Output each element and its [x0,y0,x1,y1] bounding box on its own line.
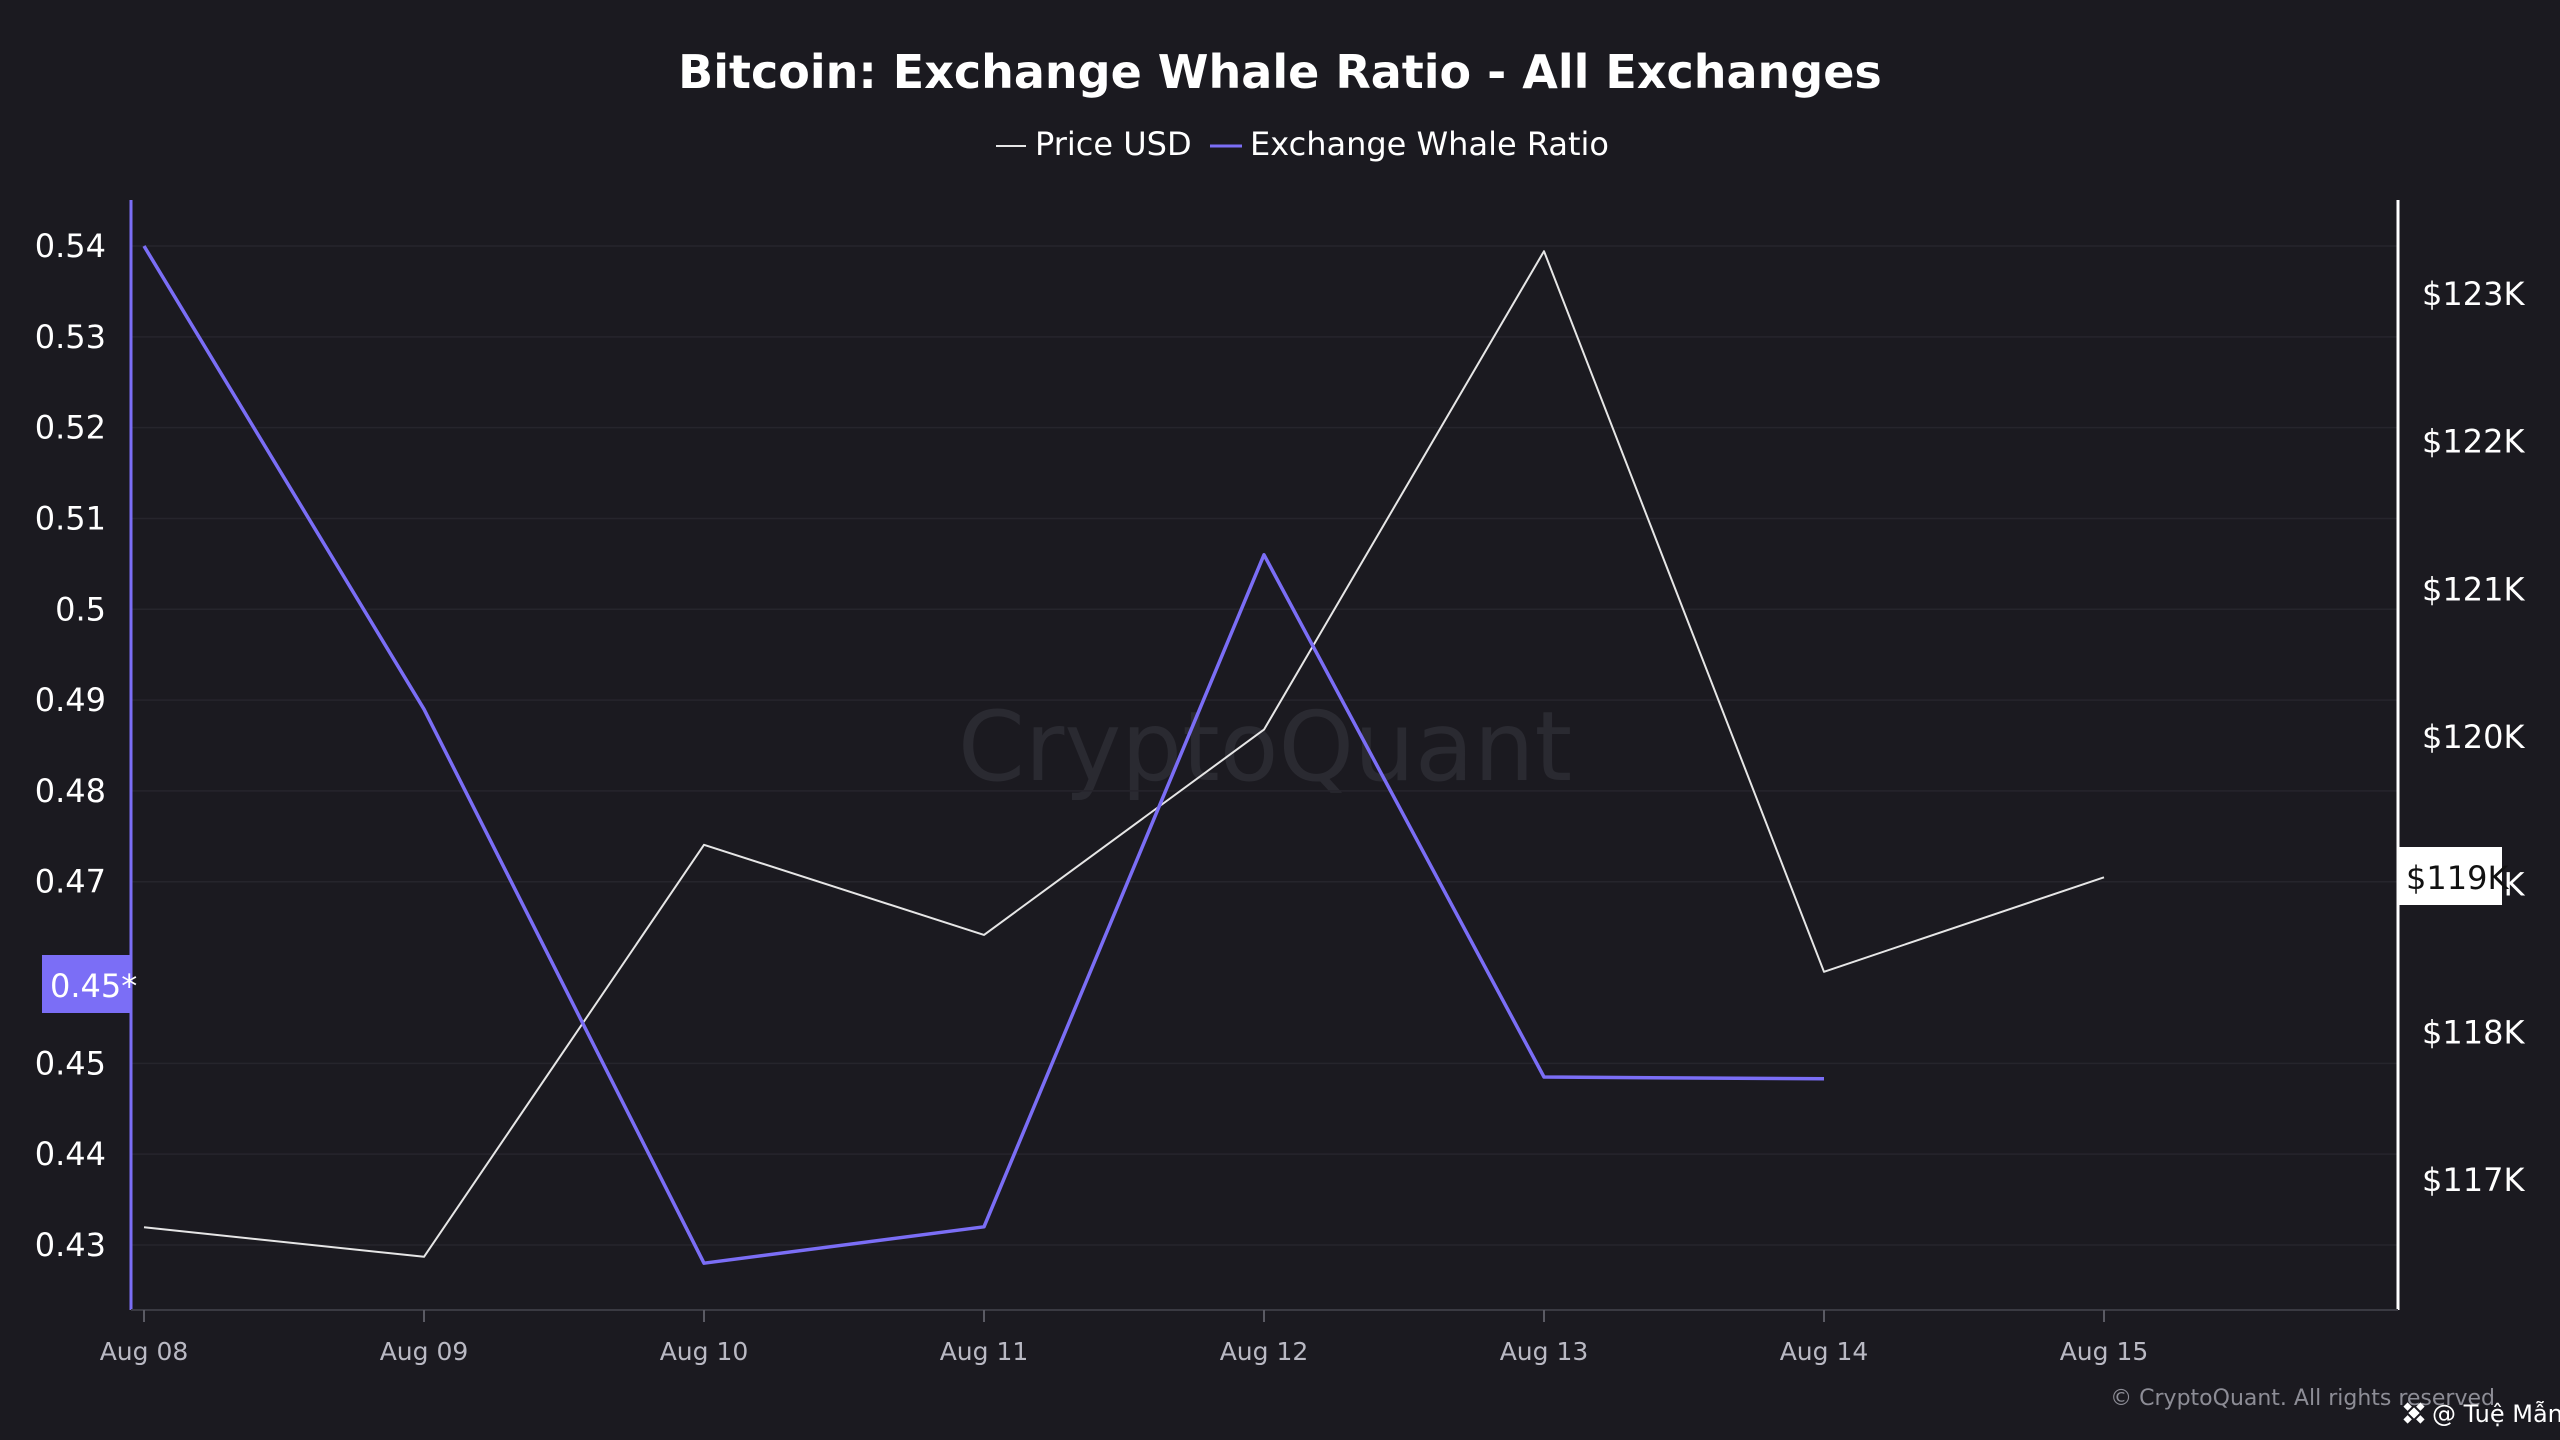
x-tick-label: Aug 14 [1780,1337,1869,1366]
x-tick-label: Aug 09 [380,1337,469,1366]
left-current-value-label: 0.45* [50,967,137,1005]
copyright-text: © CryptoQuant. All rights reserved [2110,1386,2495,1411]
series-line-price[interactable] [143,250,2105,1258]
x-tick-label: Aug 12 [1220,1337,1309,1366]
chart-title: Bitcoin: Exchange Whale Ratio - All Exch… [678,45,1882,99]
left-tick-label: 0.54 [35,227,106,265]
left-current-value-tag: 0.45* [42,955,137,1013]
right-current-value-tag: $119K [2398,847,2509,905]
x-tick-label: Aug 10 [660,1337,749,1366]
x-axis-ticks: Aug 08 Aug 09 Aug 10 Aug 11 Aug 12 Aug 13 Aug … [100,1310,2149,1366]
watermark: CryptoQuant [958,691,1572,803]
x-tick-label: Aug 15 [2060,1337,2149,1366]
legend[interactable]: Price USD Exchange Whale Ratio [996,125,1609,163]
left-tick-label: 0.52 [35,409,106,447]
left-tick-label: 0.48 [35,772,106,810]
left-tick-label: 0.47 [35,863,106,901]
right-tick-label: $120K [2422,718,2525,756]
left-tick-label: 0.51 [35,499,106,537]
series [142,245,2105,1265]
left-tick-label: 0.5 [55,590,106,628]
left-tick-label: 0.53 [35,318,106,356]
x-tick-label: Aug 11 [940,1337,1029,1366]
legend-label-price[interactable]: Price USD [1035,125,1192,163]
credit-text: @ Tuệ Mẫn [2432,1399,2560,1428]
right-tick-label: $117K [2422,1161,2525,1199]
left-tick-label: 0.45 [35,1044,106,1082]
x-tick-label: Aug 08 [100,1337,189,1366]
grid [131,245,2398,1246]
left-tick-label: 0.49 [35,681,106,719]
left-tick-label: 0.43 [35,1226,106,1264]
left-tick-label: 0.44 [35,1135,106,1173]
right-tick-label: $118K [2422,1013,2525,1051]
right-tick-label: $122K [2422,423,2525,461]
legend-label-whale-ratio[interactable]: Exchange Whale Ratio [1250,125,1609,163]
right-current-value-label: $119K [2406,859,2509,897]
x-tick-label: Aug 13 [1500,1337,1589,1366]
left-axis-ticks: 0.54 0.53 0.52 0.51 0.5 0.49 0.48 0.47 0.45 0.44 0… [35,227,106,1264]
right-tick-label: $123K [2422,275,2525,313]
right-tick-label: $121K [2422,570,2525,608]
series-line-whale-ratio[interactable] [142,245,1825,1265]
